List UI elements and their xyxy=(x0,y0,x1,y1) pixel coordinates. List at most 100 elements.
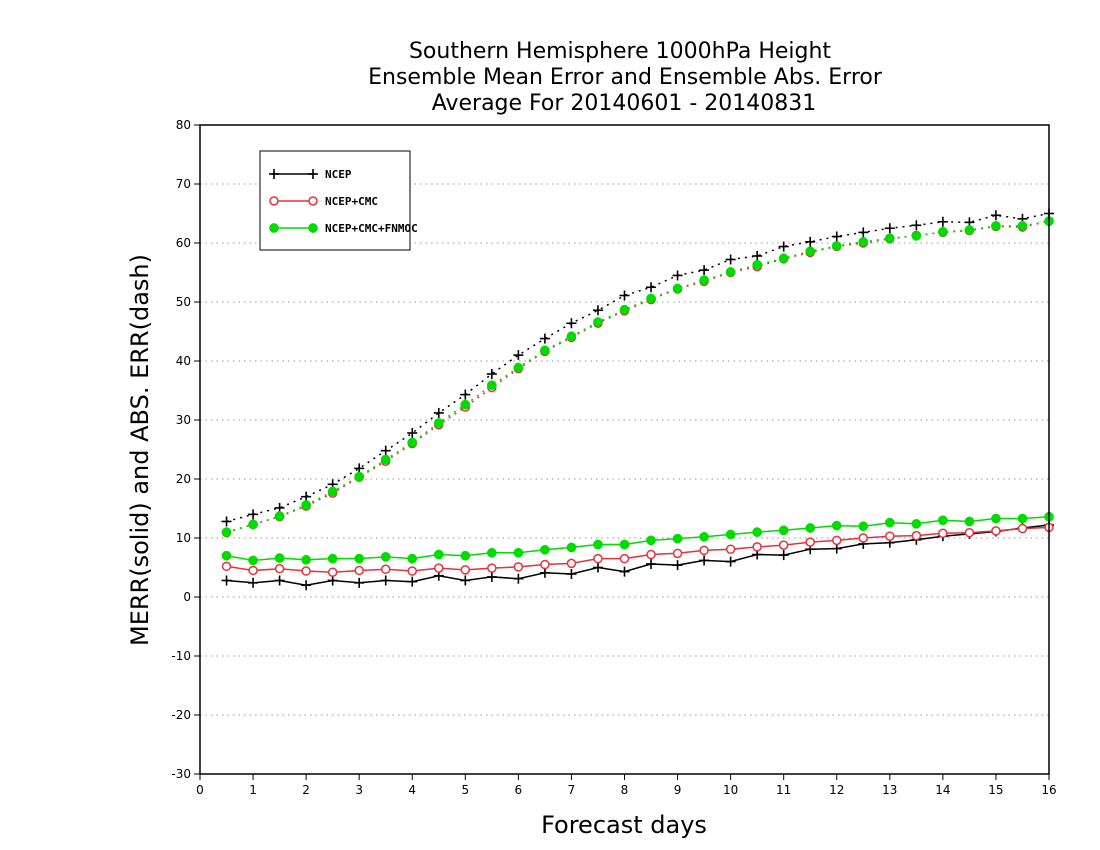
series-ncep-cmc-fnmoc-point xyxy=(486,547,497,558)
series-ncep-point xyxy=(380,445,391,456)
chart-title-line-3: Average For 20140601 - 20140831 xyxy=(432,91,817,116)
series-layer xyxy=(221,208,1054,591)
series-ncep-point xyxy=(566,318,577,329)
series-ncep-cmc-point xyxy=(354,565,364,576)
series-ncep-cmc-point xyxy=(778,540,789,550)
series-ncep-point xyxy=(407,427,418,438)
series-ncep-cmc-fnmoc-point xyxy=(248,555,258,566)
y-tick-label: 70 xyxy=(176,177,191,191)
series-ncep-cmc-fnmoc-point xyxy=(752,527,763,537)
legend-marker xyxy=(308,196,318,206)
x-tick-label: 9 xyxy=(674,783,682,797)
series-ncep-cmc-fnmoc-point xyxy=(938,515,948,526)
series-ncep-point xyxy=(725,254,736,265)
series-ncep-point xyxy=(699,265,710,276)
series-ncep-point xyxy=(937,216,948,227)
series-ncep-cmc-fnmoc-point xyxy=(274,553,285,563)
series-ncep-cmc-fnmoc-point xyxy=(540,345,550,356)
series-ncep-cmc-fnmoc-point xyxy=(540,544,550,555)
series-ncep-point xyxy=(752,250,763,261)
series-ncep-cmc-fnmoc-point xyxy=(566,542,577,553)
y-tick-label: 80 xyxy=(176,118,191,132)
series-ncep-cmc-fnmoc-point xyxy=(831,241,842,251)
series-ncep-cmc-fnmoc-point xyxy=(354,553,365,564)
series-ncep-point xyxy=(592,305,603,316)
series-ncep-point xyxy=(858,227,869,238)
series-ncep-cmc-merr-line xyxy=(226,526,1050,573)
x-tick-label: 14 xyxy=(935,783,950,797)
series-ncep-cmc-point xyxy=(407,566,417,576)
series-ncep-point xyxy=(672,560,683,571)
x-axis-label: Forecast days xyxy=(541,811,707,839)
legend-marker xyxy=(269,169,279,179)
series-ncep-cmc-fnmoc-point xyxy=(725,267,736,277)
legend-marker xyxy=(308,223,318,233)
series-ncep-cmc-point xyxy=(327,567,338,577)
series-ncep-cmc-fnmoc-point xyxy=(619,304,630,315)
series-ncep-cmc-fnmoc-point xyxy=(301,554,311,565)
series-ncep-point xyxy=(486,368,497,379)
series-ncep-point xyxy=(221,516,232,527)
series-ncep-point xyxy=(248,577,259,588)
legend-marker xyxy=(308,169,318,179)
series-ncep-cmc-fnmoc-point xyxy=(672,283,683,294)
series-ncep-cmc-fnmoc-point xyxy=(991,221,1001,231)
x-tick-label: 16 xyxy=(1041,783,1056,797)
series-ncep-cmc-fnmoc-point xyxy=(1017,221,1028,231)
series-ncep-point xyxy=(646,282,657,293)
series-ncep-point xyxy=(778,550,789,561)
x-tick-label: 4 xyxy=(408,783,416,797)
series-ncep-cmc-point xyxy=(566,558,577,569)
y-tick-label: 10 xyxy=(176,531,191,545)
series-ncep-point xyxy=(566,568,577,579)
series-ncep-cmc-fnmoc-point xyxy=(433,418,444,428)
series-ncep-cmc-point xyxy=(991,526,1001,536)
series-ncep-point xyxy=(433,407,444,418)
series-ncep-cmc-point xyxy=(301,566,311,576)
series-ncep-cmc-fnmoc-point xyxy=(380,552,391,562)
legend-label: NCEP+CMC xyxy=(325,195,378,208)
y-tick-label: 30 xyxy=(176,413,191,427)
y-tick-label: -30 xyxy=(171,767,191,781)
series-ncep-cmc-point xyxy=(221,561,232,572)
x-tick-label: 5 xyxy=(461,783,469,797)
series-ncep-cmc-point xyxy=(752,542,762,552)
series-ncep-abs-err-line xyxy=(226,212,1050,523)
legend-marker xyxy=(269,223,279,233)
series-ncep-cmc-fnmoc-point xyxy=(991,513,1001,524)
x-tick-label: 1 xyxy=(249,783,257,797)
x-tick-label: 12 xyxy=(829,783,844,797)
legend-label: NCEP xyxy=(325,168,352,181)
x-tick-label: 13 xyxy=(882,783,897,797)
series-ncep-cmc-fnmoc-point xyxy=(831,520,842,531)
series-ncep-cmc-fnmoc-point xyxy=(1017,513,1028,524)
series-ncep-cmc-point xyxy=(832,535,842,546)
series-ncep-point xyxy=(354,577,365,588)
series-ncep-point xyxy=(274,502,285,513)
series-ncep-point xyxy=(990,210,1001,221)
series-ncep-cmc-fnmoc-point xyxy=(725,529,736,540)
series-ncep-cmc-fnmoc-point xyxy=(938,226,948,237)
series-ncep-cmc-point xyxy=(380,564,391,575)
series-ncep-cmc-fnmoc-point xyxy=(752,259,763,270)
series-ncep-cmc-fnmoc-point xyxy=(778,253,789,264)
y-tick-label: 20 xyxy=(176,472,191,486)
series-ncep-cmc-fnmoc-point xyxy=(699,531,709,542)
x-tick-label: 7 xyxy=(568,783,576,797)
series-ncep-point xyxy=(301,580,312,591)
series-ncep-cmc-point xyxy=(1017,523,1028,534)
series-ncep-cmc-fnmoc-point xyxy=(354,471,365,482)
y-tick-label: 60 xyxy=(176,236,191,250)
series-ncep-point xyxy=(672,270,683,281)
series-ncep-cmc-fnmoc-point xyxy=(433,549,444,560)
series-ncep-cmc-point xyxy=(540,559,550,570)
series-ncep-cmc-fnmoc-point xyxy=(699,275,709,286)
series-ncep-cmc-fnmoc-point xyxy=(221,527,232,537)
series-ncep-cmc-point xyxy=(619,553,630,564)
series-ncep-cmc-point xyxy=(513,562,524,572)
series-ncep-cmc-abs-err-line xyxy=(226,220,1050,534)
series-ncep-cmc-fnmoc-point xyxy=(566,331,577,342)
series-ncep-cmc-point xyxy=(274,563,285,574)
x-tick-label: 6 xyxy=(515,783,523,797)
chart-title-line-1: Southern Hemisphere 1000hPa Height xyxy=(409,39,831,64)
